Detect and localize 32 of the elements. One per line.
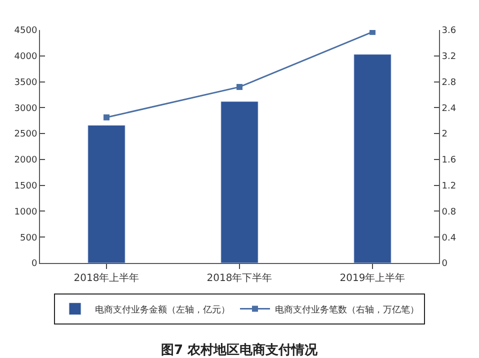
point: [370, 30, 376, 35]
y-tick-label: 500: [20, 233, 38, 244]
y2-tick-label: 1.6: [442, 156, 456, 166]
y2-tick-label: 3.6: [442, 26, 456, 36]
y2-tick-label: 2.4: [442, 104, 456, 114]
y2-tick-label: 2.8: [442, 78, 456, 88]
y-tick-label: 1500: [14, 181, 38, 192]
y-tick-label: 0: [31, 259, 38, 270]
y-tick-label: 4000: [14, 52, 38, 62]
bar: [354, 54, 392, 263]
point: [236, 84, 242, 90]
y-tick-label: 3000: [14, 104, 38, 114]
y2-tick-label: 0.4: [442, 233, 456, 244]
x-tick-label: 2018年上半年: [74, 272, 140, 284]
bar: [220, 101, 258, 263]
x-tick-label: 2018年下半年: [206, 272, 272, 284]
point: [104, 114, 110, 120]
legend-label: 电商支付业务金额（左轴，亿元）: [95, 304, 230, 316]
y-tick-label: 3500: [14, 78, 38, 88]
y-tick-label: 2000: [14, 156, 38, 166]
y-tick-label: 1000: [14, 207, 38, 218]
y-tick-label: 2500: [14, 130, 38, 140]
y2-tick-label: 0: [442, 259, 448, 270]
y-tick-label: 4500: [14, 26, 38, 36]
y2-tick-label: 0.8: [442, 207, 456, 218]
text: 图7 农村地区电商支付情况: [161, 342, 319, 358]
y2-tick-label: 1.2: [442, 181, 456, 192]
legend-label: 电商支付业务笔数（右轴，万亿笔）: [275, 304, 419, 316]
y2-tick-label: 2: [442, 130, 448, 140]
x-tick-label: 2019年上半年: [340, 272, 406, 284]
bar: [88, 125, 126, 263]
y2-tick-label: 3.2: [442, 52, 456, 62]
